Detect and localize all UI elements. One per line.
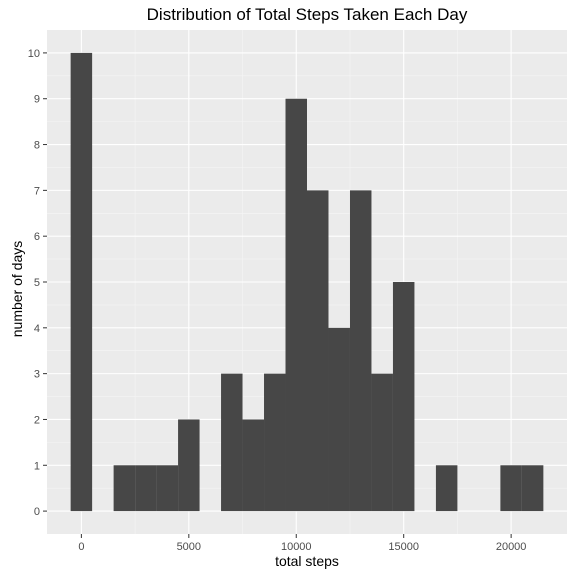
y-axis: 0 1 2 3 4 5 6 7 8 9 10 [28, 48, 47, 518]
histogram-bar-15 [392, 282, 415, 512]
histogram-bar-11 [307, 190, 329, 512]
histogram-bar-17 [435, 465, 458, 512]
y-tick-label: 7 [34, 185, 40, 197]
x-tick-label: 10000 [281, 541, 312, 553]
histogram-bar-10 [285, 98, 307, 512]
histogram-bar-2 [113, 465, 136, 512]
histogram-bar-20 [500, 465, 522, 512]
histogram-bar-7 [221, 373, 243, 512]
histogram-bar-12 [328, 327, 350, 512]
y-tick-label: 2 [34, 414, 40, 426]
histogram-bar-3 [135, 465, 157, 512]
histogram-bar-14 [371, 373, 393, 512]
y-tick-label: 4 [34, 323, 40, 335]
histogram-bar-4 [156, 465, 179, 512]
y-tick-label: 1 [34, 460, 40, 472]
histogram-bar-8 [242, 419, 265, 512]
y-tick-label: 5 [34, 277, 40, 289]
y-tick-label: 8 [34, 140, 40, 152]
x-tick-label: 15000 [388, 541, 419, 553]
histogram-bar-5 [178, 419, 200, 512]
chart-title: Distribution of Total Steps Taken Each D… [147, 5, 468, 24]
x-tick-label: 0 [78, 541, 84, 553]
histogram-bar-0 [70, 52, 93, 512]
x-axis: 0 5000 10000 15000 20000 [78, 534, 526, 553]
y-tick-label: 10 [28, 48, 40, 60]
histogram-bars [70, 52, 544, 512]
x-tick-label: 20000 [496, 541, 527, 553]
y-tick-label: 3 [34, 369, 40, 381]
histogram-bar-21 [521, 465, 544, 512]
y-tick-label: 9 [34, 94, 40, 106]
y-tick-label: 6 [34, 231, 40, 243]
histogram-bar-9 [264, 373, 286, 512]
x-tick-label: 5000 [177, 541, 201, 553]
x-axis-title: total steps [275, 553, 339, 569]
y-axis-title: number of days [9, 241, 25, 338]
y-tick-label: 0 [34, 506, 40, 518]
histogram-bar-13 [349, 190, 372, 512]
